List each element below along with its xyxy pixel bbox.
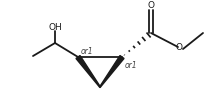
Text: O: O <box>147 1 154 11</box>
Polygon shape <box>100 56 124 87</box>
Polygon shape <box>76 56 100 87</box>
Text: or1: or1 <box>81 46 94 56</box>
Text: OH: OH <box>48 23 62 31</box>
Text: or1: or1 <box>125 60 138 70</box>
Text: O: O <box>176 42 183 52</box>
